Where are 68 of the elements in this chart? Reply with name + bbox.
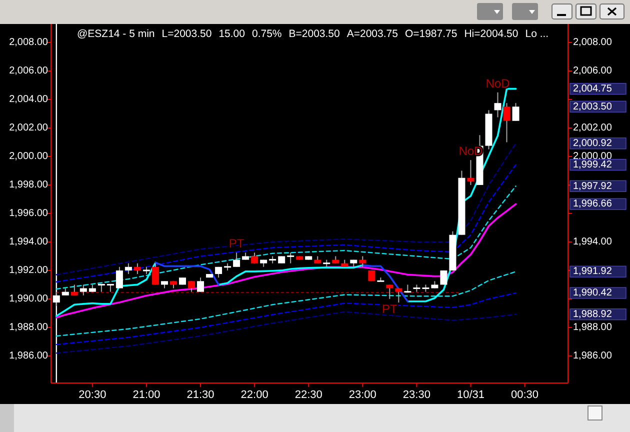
- y-tick-label: 2,002.00: [9, 122, 48, 134]
- y2-tick-label: 1,988.00: [573, 322, 612, 334]
- y-tick-label: 2,000.00: [9, 151, 48, 162]
- candlestick: [152, 262, 159, 286]
- y2-tick-label: 2,006.00: [573, 66, 612, 77]
- annotation: Hi=2004.50: [464, 28, 518, 40]
- candlestick: [286, 252, 295, 264]
- candlestick: [359, 256, 366, 268]
- candlestick: [134, 262, 141, 275]
- y-tick-label: 1,990.00: [9, 294, 48, 305]
- x-tick-label: 21:30: [186, 389, 214, 401]
- candlestick: [233, 252, 240, 268]
- annotation: Lo ...: [525, 28, 549, 40]
- y2-tick-label: 1,994.00: [573, 236, 612, 248]
- candlestick: [124, 262, 132, 275]
- y-tick-label: 1,994.00: [9, 236, 48, 248]
- y-tick-label: 2,004.00: [9, 94, 48, 106]
- y2-tick-label: 2,003.50: [573, 101, 612, 112]
- y2-tick-label: 1,999.42: [573, 159, 612, 170]
- candlestick: [395, 288, 402, 304]
- x-tick-label: 23:00: [348, 389, 376, 401]
- candlestick: [494, 92, 502, 118]
- x-tick-label: 10/31: [456, 389, 484, 401]
- candlestick: [197, 277, 204, 292]
- candlestick: [106, 284, 115, 292]
- y-tick-label: 1,986.00: [9, 350, 48, 362]
- x-tick-label: 20:30: [78, 389, 106, 401]
- annotation: 15.00: [218, 28, 246, 40]
- x-tick-label: 22:00: [240, 389, 268, 401]
- candlestick: [116, 266, 123, 289]
- candlestick: [503, 102, 510, 143]
- candlestick: [97, 284, 106, 292]
- candlestick: [251, 252, 258, 264]
- x-tick-label: 23:30: [402, 389, 430, 401]
- candlestick: [467, 160, 474, 186]
- annotation: L=2003.50: [162, 28, 212, 40]
- annotation: @ESZ14 - 5 min: [77, 28, 155, 40]
- y-tick-label: 1,998.00: [9, 180, 48, 191]
- y-tick-label: 1,988.00: [9, 322, 48, 334]
- y2-tick-label: 1,990.42: [573, 288, 612, 299]
- annotation: B=2003.50: [288, 28, 340, 40]
- y2-tick-label: 1,986.00: [573, 350, 612, 362]
- y2-tick-label: 1,996.66: [573, 198, 612, 210]
- candlestick: [386, 284, 394, 300]
- annotation: A=2003.75: [346, 28, 398, 40]
- y2-tick-label: 1,991.92: [573, 266, 612, 278]
- candlestick: [70, 284, 78, 296]
- candlestick: [512, 102, 520, 122]
- x-tick-label: 22:30: [294, 389, 322, 401]
- y2-tick-label: 2,008.00: [573, 37, 612, 48]
- x-tick-label: 00:30: [511, 389, 539, 401]
- x-tick-label: 21:00: [132, 389, 160, 401]
- annotation: PT: [382, 302, 398, 316]
- y2-tick-label: 2,004.75: [573, 83, 612, 94]
- candlestick: [403, 284, 412, 293]
- annotation: 0.75%: [252, 28, 282, 40]
- y-tick-label: 1,996.00: [9, 208, 48, 220]
- candlestick: [188, 280, 196, 292]
- annotation: NoD: [486, 76, 510, 90]
- y2-tick-label: 2,000.92: [573, 138, 612, 150]
- y2-tick-label: 1,997.92: [573, 180, 612, 192]
- y-tick-label: 1,992.00: [9, 265, 48, 276]
- y2-tick-label: 1,988.92: [573, 308, 612, 320]
- candlestick: [80, 284, 87, 296]
- annotation: O=1987.75: [404, 28, 458, 40]
- y2-tick-label: 2,002.00: [573, 122, 612, 134]
- y-tick-label: 2,008.00: [9, 37, 48, 48]
- y-tick-label: 2,006.00: [9, 66, 48, 77]
